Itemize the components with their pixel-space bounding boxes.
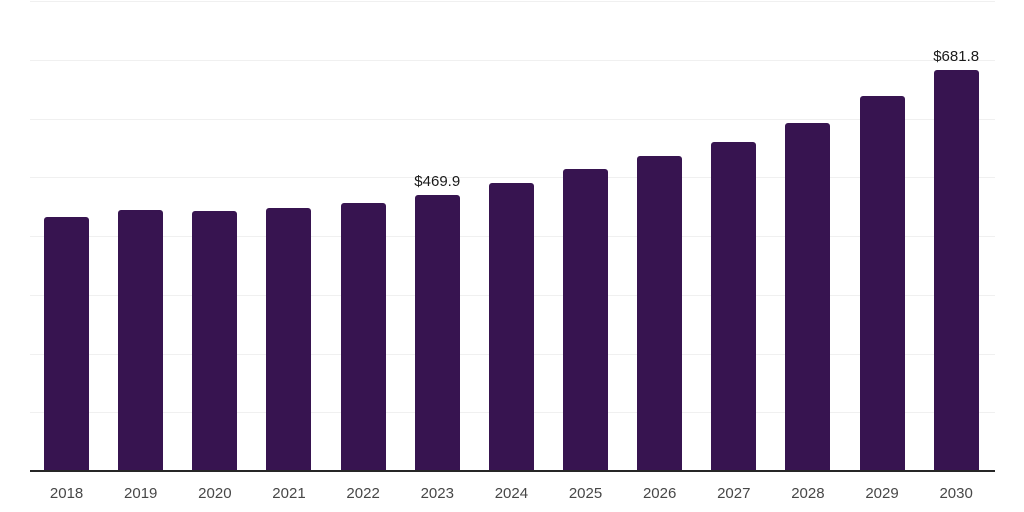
gridline-800: [30, 1, 995, 2]
x-tick-label-2027: 2027: [717, 485, 751, 502]
bar-2020: [192, 210, 238, 470]
x-tick-label-2022: 2022: [346, 485, 380, 502]
x-tick-label-2023: 2023: [420, 485, 454, 502]
bar-2023: [414, 194, 460, 470]
x-axis-line: [30, 470, 995, 472]
bar-2025: [563, 169, 608, 470]
bar-2021: [266, 208, 312, 470]
bar-2018: [44, 217, 90, 470]
x-tick-label-2026: 2026: [642, 485, 677, 502]
value-label-2030: $681.8: [933, 48, 980, 66]
x-tick-label-2018: 2018: [49, 485, 84, 502]
bar-2019: [118, 209, 164, 470]
bar-2028: [785, 123, 831, 470]
bar-2024: [488, 183, 534, 470]
x-tick-label-2025: 2025: [568, 485, 603, 502]
gridline-700: [30, 59, 995, 61]
bar-2030: [933, 70, 979, 470]
bar-2029: [859, 96, 905, 470]
value-label-2023: $469.9: [414, 172, 461, 190]
x-tick-label-2029: 2029: [865, 485, 899, 502]
bar-2022: [340, 202, 386, 470]
x-tick-label-2021: 2021: [272, 485, 306, 502]
bar-2027: [711, 141, 757, 470]
x-tick-label-2020: 2020: [198, 485, 232, 502]
x-tick-label-2024: 2024: [494, 485, 529, 502]
bar-2026: [637, 156, 683, 470]
x-tick-label-2028: 2028: [791, 485, 825, 502]
gridline-600: [30, 118, 995, 120]
x-tick-label-2030: 2030: [939, 485, 973, 502]
gridline-500: [30, 177, 995, 179]
x-tick-label-2019: 2019: [124, 485, 158, 502]
